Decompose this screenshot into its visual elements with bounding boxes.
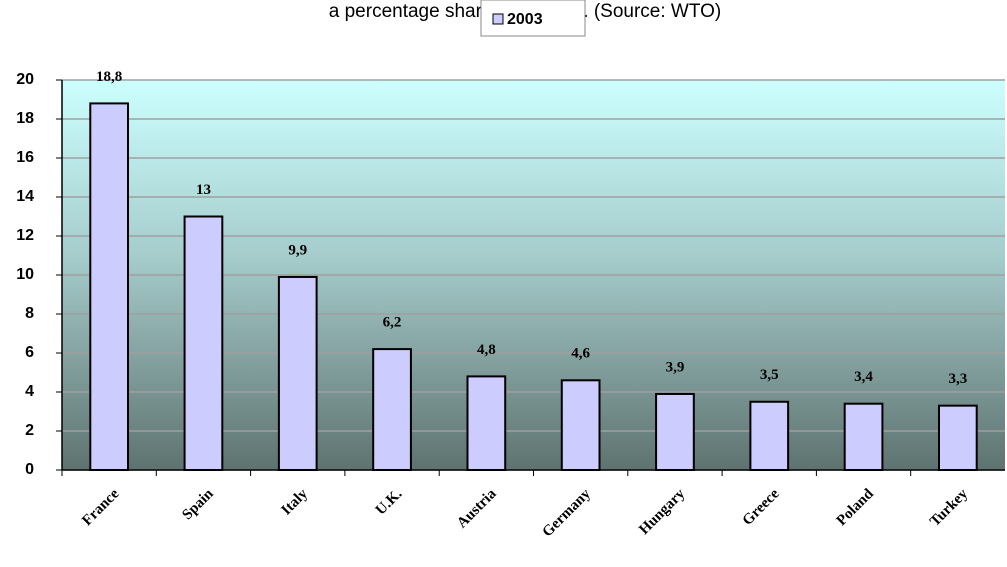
y-tick-label: 12 (16, 227, 34, 244)
bar (372, 348, 412, 472)
x-tick-label: France (79, 486, 122, 529)
bar (466, 375, 507, 471)
bar (937, 404, 978, 471)
bar (749, 400, 790, 471)
y-tick-label: 20 (16, 71, 34, 88)
data-label: 3,5 (760, 367, 779, 383)
data-label: 3,4 (854, 369, 873, 385)
data-label: 4,6 (571, 346, 590, 362)
legend-label: 2003 (507, 11, 543, 28)
bar (183, 215, 224, 471)
x-tick-label: Poland (834, 485, 878, 529)
data-label: 6,2 (383, 315, 402, 331)
y-tick-label: 0 (25, 461, 34, 478)
y-tick-label: 14 (16, 188, 34, 205)
plot-area: 0 2 4 6 8 10 12 14 16 18 20 France Spain Italy U.K. Aus… (16, 69, 1005, 540)
x-tick-label: Turkey (927, 486, 971, 530)
x-tick-label: U.K. (373, 486, 406, 519)
y-tick-label: 8 (25, 305, 34, 322)
bar (89, 102, 130, 472)
y-tick-label: 16 (16, 149, 34, 166)
y-tick-label: 18 (16, 110, 34, 127)
x-tick-label: Spain (179, 485, 217, 523)
data-label: 18,8 (96, 69, 122, 85)
data-label: 13 (196, 182, 211, 198)
bar (560, 379, 601, 471)
data-label: 3,3 (948, 371, 967, 387)
y-tick-label: 2 (25, 422, 34, 439)
legend-swatch (492, 13, 504, 25)
y-tick-label: 10 (16, 266, 34, 283)
x-tick-label: Italy (278, 486, 311, 519)
x-tick-label: Hungary (636, 486, 688, 538)
data-label: 4,8 (477, 342, 496, 358)
data-label: 3,9 (666, 359, 685, 375)
y-tick-label: 6 (25, 344, 34, 361)
x-tick-label: Germany (540, 486, 595, 541)
x-tick-label: Greece (740, 486, 783, 529)
bar (843, 402, 884, 472)
x-tick-label: Austria (454, 486, 500, 532)
bar (655, 392, 695, 472)
bar (277, 275, 318, 472)
y-tick-label: 4 (25, 383, 34, 400)
data-label: 9,9 (288, 242, 307, 258)
